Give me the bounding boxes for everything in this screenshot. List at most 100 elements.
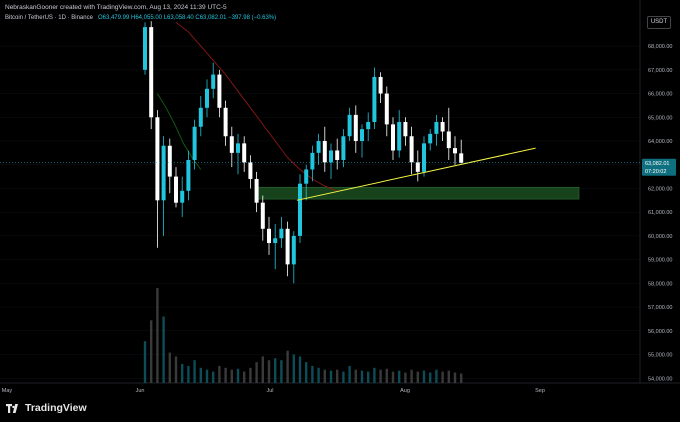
volume-bar bbox=[236, 368, 240, 383]
volume-bar bbox=[261, 356, 264, 383]
candle bbox=[366, 112, 371, 141]
price-axis-labels: 54,000.00 55,000.00 56,000.00 57,000.00 58,0… bbox=[648, 44, 672, 382]
volume-bar bbox=[224, 367, 227, 383]
price-tick-label: 66,000.00 bbox=[648, 92, 672, 98]
candle-body bbox=[298, 183, 302, 236]
support-zone[interactable] bbox=[256, 186, 580, 200]
candle-body bbox=[223, 107, 228, 137]
candle-body bbox=[459, 153, 464, 163]
volume-bar bbox=[187, 365, 190, 383]
volume-bar bbox=[342, 371, 345, 383]
candle bbox=[459, 139, 464, 164]
volume-bar bbox=[199, 367, 202, 383]
candle bbox=[167, 138, 172, 194]
volume-bar bbox=[435, 369, 438, 383]
candle-body bbox=[161, 145, 166, 201]
candle bbox=[205, 79, 209, 118]
price-tick-label: 59,000.00 bbox=[648, 258, 672, 264]
candle-body bbox=[322, 141, 327, 163]
candle-body bbox=[316, 141, 321, 153]
candle-body bbox=[167, 145, 172, 177]
volume-bar bbox=[143, 341, 147, 383]
volume-bar bbox=[329, 370, 333, 383]
price-tick-label: 62,000.00 bbox=[648, 186, 672, 192]
candle bbox=[279, 216, 284, 248]
volume-bar bbox=[174, 356, 178, 383]
volume-bar bbox=[193, 360, 196, 383]
volume-bar bbox=[360, 370, 364, 383]
candle bbox=[360, 124, 364, 158]
tradingview-brand: TradingView bbox=[6, 402, 87, 414]
candle-body bbox=[422, 143, 426, 172]
high-value: H64,055.00 bbox=[130, 15, 163, 21]
candle bbox=[353, 105, 358, 153]
candle-body bbox=[397, 122, 402, 151]
candlesticks bbox=[143, 21, 464, 284]
candle bbox=[446, 107, 451, 160]
volume-bar bbox=[168, 352, 171, 383]
candle-body bbox=[329, 150, 333, 163]
candle bbox=[180, 176, 185, 217]
candle-body bbox=[267, 228, 271, 244]
volume-bars bbox=[143, 288, 463, 383]
volume-bar bbox=[218, 365, 221, 383]
close-value: C63,082.01 bbox=[195, 15, 227, 21]
candle-body bbox=[149, 27, 154, 118]
time-tick-label: Jul bbox=[266, 388, 273, 394]
candle bbox=[161, 136, 166, 236]
candle-body bbox=[155, 117, 160, 201]
volume-bar bbox=[429, 372, 432, 383]
candle bbox=[453, 136, 457, 165]
candle bbox=[304, 164, 309, 201]
volume-bar bbox=[398, 370, 401, 383]
candle bbox=[341, 129, 346, 168]
trendline[interactable] bbox=[296, 147, 536, 201]
volume-bar bbox=[292, 354, 295, 383]
candle bbox=[434, 114, 439, 146]
candle bbox=[236, 133, 240, 175]
countdown-label: 07:20:02 bbox=[645, 169, 666, 175]
candle bbox=[217, 69, 222, 118]
volume-bar bbox=[336, 369, 339, 383]
candle-body bbox=[242, 143, 247, 163]
candle bbox=[372, 67, 377, 130]
volume-bar bbox=[379, 369, 382, 383]
candle bbox=[298, 174, 302, 244]
candle bbox=[403, 117, 408, 146]
currency-button[interactable]: USDT bbox=[647, 16, 671, 29]
candle bbox=[322, 126, 327, 172]
tradingview-logo-icon bbox=[6, 403, 21, 413]
brand-label: TradingView bbox=[25, 402, 87, 414]
current-price-tag: 63,082.01 07:20:02 bbox=[642, 158, 676, 176]
volume-bar bbox=[243, 371, 246, 383]
price-tick-label: 65,000.00 bbox=[648, 115, 672, 121]
volume-bar bbox=[156, 288, 159, 383]
candle bbox=[273, 224, 278, 270]
candle bbox=[229, 126, 234, 168]
change-value: −397.98 (−0.63%) bbox=[228, 15, 277, 21]
low-value: L63,058.40 bbox=[163, 15, 194, 21]
candle bbox=[422, 136, 426, 177]
candle-body bbox=[341, 136, 346, 160]
candle bbox=[378, 72, 383, 104]
candle bbox=[440, 117, 445, 141]
volume-bar bbox=[317, 367, 320, 383]
price-tick-label: 64,000.00 bbox=[648, 139, 672, 145]
candle-body bbox=[304, 169, 309, 184]
candle-body bbox=[192, 126, 197, 160]
volume-bar bbox=[348, 365, 351, 383]
candle bbox=[384, 86, 389, 137]
candle bbox=[329, 143, 333, 179]
volume-bar bbox=[298, 356, 302, 383]
open-value: O63,479.99 bbox=[97, 15, 130, 21]
volume-bar bbox=[385, 368, 388, 383]
volume-bar bbox=[404, 372, 407, 383]
volume-bar bbox=[249, 367, 252, 383]
candle bbox=[242, 136, 247, 172]
candle-body bbox=[391, 124, 395, 151]
candle-body bbox=[360, 129, 364, 141]
candle-body bbox=[347, 114, 352, 137]
price-tick-label: 55,000.00 bbox=[648, 353, 672, 359]
price-tick-label: 57,000.00 bbox=[648, 305, 672, 311]
